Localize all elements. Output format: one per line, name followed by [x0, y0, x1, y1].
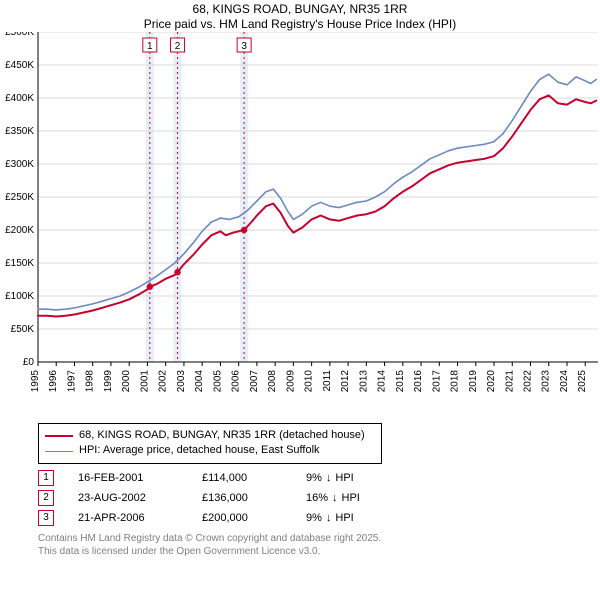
- svg-text:2023: 2023: [541, 370, 552, 393]
- event-date: 21-APR-2006: [78, 512, 178, 524]
- chart-area: £0 £50K £100K £150K £200K £250K £300K £350K £400…: [0, 32, 600, 417]
- legend-label: HPI: Average price, detached house, East…: [79, 443, 320, 458]
- svg-text:2000: 2000: [121, 370, 132, 393]
- svg-text:£100K: £100K: [5, 291, 34, 302]
- sale-event-row: 3 21-APR-2006 £200,000 9% ↓HPI: [38, 510, 600, 526]
- sale-event-row: 2 23-AUG-2002 £136,000 16% ↓ HPI: [38, 490, 600, 506]
- legend-item: HPI: Average price, detached house, East…: [45, 443, 375, 458]
- legend-item: 68, KINGS ROAD, BUNGAY, NR35 1RR (detach…: [45, 428, 375, 443]
- footer-line-1: Contains HM Land Registry data © Crown c…: [38, 532, 600, 545]
- svg-text:2002: 2002: [158, 370, 169, 393]
- svg-text:2003: 2003: [176, 370, 187, 393]
- svg-text:2: 2: [175, 41, 181, 52]
- svg-text:2018: 2018: [450, 370, 461, 393]
- event-delta: 16% ↓ HPI: [306, 492, 396, 504]
- sale-event-row: 1 16-FEB-2001 £114,000 9% ↓HPI: [38, 470, 600, 486]
- footer-attribution: Contains HM Land Registry data © Crown c…: [38, 532, 600, 558]
- svg-text:2012: 2012: [340, 370, 351, 393]
- legend-swatch: [45, 435, 73, 437]
- svg-text:2008: 2008: [267, 370, 278, 393]
- event-marker: 3: [38, 510, 54, 526]
- arrow-down-icon: ↓: [332, 492, 338, 504]
- svg-text:2001: 2001: [139, 370, 150, 393]
- svg-text:£50K: £50K: [11, 324, 35, 335]
- title-line-1: 68, KINGS ROAD, BUNGAY, NR35 1RR: [0, 2, 600, 17]
- legend: 68, KINGS ROAD, BUNGAY, NR35 1RR (detach…: [38, 423, 382, 464]
- svg-text:3: 3: [241, 41, 247, 52]
- svg-text:£300K: £300K: [5, 159, 34, 170]
- svg-text:2015: 2015: [395, 370, 406, 393]
- legend-label: 68, KINGS ROAD, BUNGAY, NR35 1RR (detach…: [79, 428, 365, 443]
- svg-text:2022: 2022: [523, 370, 534, 393]
- event-date: 16-FEB-2001: [78, 472, 178, 484]
- event-price: £114,000: [202, 472, 282, 484]
- svg-text:2004: 2004: [194, 370, 205, 393]
- svg-text:2006: 2006: [231, 370, 242, 393]
- svg-text:1996: 1996: [48, 370, 59, 393]
- event-delta-vs: HPI: [335, 512, 353, 524]
- event-date: 23-AUG-2002: [78, 492, 178, 504]
- sale-events-table: 116-FEB-2001£114,0009%↓HPI223-AUG-2002£1…: [38, 470, 600, 526]
- svg-text:£150K: £150K: [5, 258, 34, 269]
- svg-text:2013: 2013: [358, 370, 369, 393]
- svg-text:2017: 2017: [431, 370, 442, 393]
- event-delta-vs: HPI: [335, 472, 353, 484]
- title-line-2: Price paid vs. HM Land Registry's House …: [0, 17, 600, 32]
- arrow-down-icon: ↓: [326, 512, 332, 524]
- svg-text:2019: 2019: [468, 370, 479, 393]
- event-price: £200,000: [202, 512, 282, 524]
- svg-text:2014: 2014: [377, 370, 388, 393]
- event-delta: 9% ↓HPI: [306, 512, 396, 524]
- svg-text:2025: 2025: [577, 370, 588, 393]
- svg-text:2009: 2009: [285, 370, 296, 393]
- svg-text:£500K: £500K: [5, 32, 34, 38]
- event-price: £136,000: [202, 492, 282, 504]
- svg-text:£200K: £200K: [5, 225, 34, 236]
- svg-text:2020: 2020: [486, 370, 497, 393]
- svg-text:£350K: £350K: [5, 126, 34, 137]
- svg-text:£450K: £450K: [5, 60, 34, 71]
- svg-text:2011: 2011: [322, 370, 333, 392]
- svg-text:1999: 1999: [103, 370, 114, 393]
- svg-text:1: 1: [147, 41, 153, 52]
- svg-text:£0: £0: [23, 357, 35, 368]
- legend-swatch: [45, 451, 73, 452]
- event-marker: 1: [38, 470, 54, 486]
- svg-text:2005: 2005: [212, 370, 223, 393]
- svg-text:2010: 2010: [304, 370, 315, 393]
- event-marker: 2: [38, 490, 54, 506]
- svg-text:1997: 1997: [66, 370, 77, 393]
- event-delta-pct: 9%: [306, 472, 322, 484]
- footer-line-2: This data is licensed under the Open Gov…: [38, 545, 600, 558]
- svg-text:2016: 2016: [413, 370, 424, 393]
- arrow-down-icon: ↓: [326, 472, 332, 484]
- svg-text:£250K: £250K: [5, 192, 34, 203]
- svg-text:1995: 1995: [30, 370, 41, 393]
- event-delta-vs: HPI: [342, 492, 360, 504]
- svg-text:2007: 2007: [249, 370, 260, 393]
- event-delta: 9% ↓HPI: [306, 472, 396, 484]
- event-delta-pct: 16%: [306, 492, 328, 504]
- svg-text:1998: 1998: [85, 370, 96, 393]
- svg-text:2024: 2024: [559, 370, 570, 393]
- svg-text:£400K: £400K: [5, 93, 34, 104]
- line-chart: £0 £50K £100K £150K £200K £250K £300K £350K £400…: [0, 32, 600, 412]
- event-delta-pct: 9%: [306, 512, 322, 524]
- chart-title: 68, KINGS ROAD, BUNGAY, NR35 1RR Price p…: [0, 0, 600, 32]
- svg-text:2021: 2021: [504, 370, 515, 393]
